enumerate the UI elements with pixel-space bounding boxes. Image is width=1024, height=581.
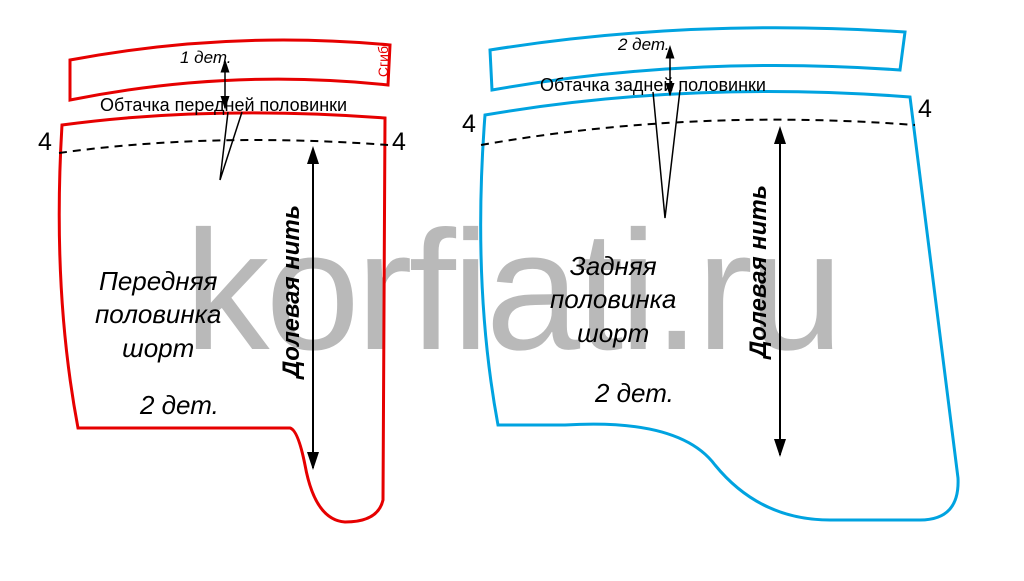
front-main-count: 2 дет. [140,390,219,421]
back-seam-allowance-right: 4 [918,95,932,124]
back-main-count: 2 дет. [595,378,674,409]
front-facing-detail-count: 1 дет. [180,48,232,68]
front-dart [220,112,242,180]
back-dart [653,90,680,218]
front-grainline-label: Долевая нить [278,205,306,378]
front-main-title: Передняя половинка шорт [95,265,221,365]
front-seam-allowance-left: 4 [38,128,52,157]
back-facing-label: Обтачка задней половинки [540,75,766,96]
front-fold-label: Сгиб [375,46,391,77]
back-facing-detail-count: 2 дет. [618,35,670,55]
back-grainline-label: Долевая нить [745,185,773,358]
back-dashed-seamline [481,120,915,145]
front-facing-label: Обтачка передней половинки [100,95,347,116]
front-seam-allowance-right: 4 [392,128,406,157]
back-main-title: Задняя половинка шорт [550,250,676,350]
back-seam-allowance-left: 4 [462,110,476,139]
